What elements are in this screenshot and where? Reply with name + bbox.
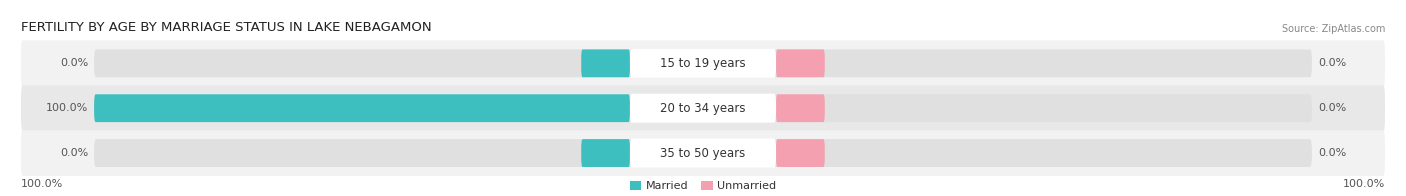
- FancyBboxPatch shape: [94, 94, 1312, 122]
- FancyBboxPatch shape: [21, 85, 1385, 131]
- FancyBboxPatch shape: [630, 49, 776, 78]
- FancyBboxPatch shape: [581, 49, 630, 77]
- Text: 0.0%: 0.0%: [1317, 58, 1346, 68]
- Legend: Married, Unmarried: Married, Unmarried: [626, 177, 780, 196]
- FancyBboxPatch shape: [581, 139, 630, 167]
- Text: 0.0%: 0.0%: [60, 58, 89, 68]
- Text: FERTILITY BY AGE BY MARRIAGE STATUS IN LAKE NEBAGAMON: FERTILITY BY AGE BY MARRIAGE STATUS IN L…: [21, 21, 432, 34]
- FancyBboxPatch shape: [776, 94, 825, 122]
- FancyBboxPatch shape: [630, 94, 776, 123]
- Text: 0.0%: 0.0%: [1317, 103, 1346, 113]
- Text: 100.0%: 100.0%: [1343, 179, 1385, 189]
- FancyBboxPatch shape: [94, 49, 1312, 77]
- FancyBboxPatch shape: [630, 139, 776, 168]
- Text: 20 to 34 years: 20 to 34 years: [661, 102, 745, 115]
- FancyBboxPatch shape: [776, 139, 825, 167]
- FancyBboxPatch shape: [94, 94, 630, 122]
- Text: 35 to 50 years: 35 to 50 years: [661, 147, 745, 160]
- Text: 0.0%: 0.0%: [60, 148, 89, 158]
- FancyBboxPatch shape: [94, 139, 1312, 167]
- Text: 15 to 19 years: 15 to 19 years: [661, 57, 745, 70]
- FancyBboxPatch shape: [21, 130, 1385, 176]
- Text: 0.0%: 0.0%: [1317, 148, 1346, 158]
- Text: 100.0%: 100.0%: [21, 179, 63, 189]
- Text: 100.0%: 100.0%: [46, 103, 89, 113]
- FancyBboxPatch shape: [21, 40, 1385, 86]
- FancyBboxPatch shape: [776, 49, 825, 77]
- Text: Source: ZipAtlas.com: Source: ZipAtlas.com: [1282, 24, 1385, 34]
